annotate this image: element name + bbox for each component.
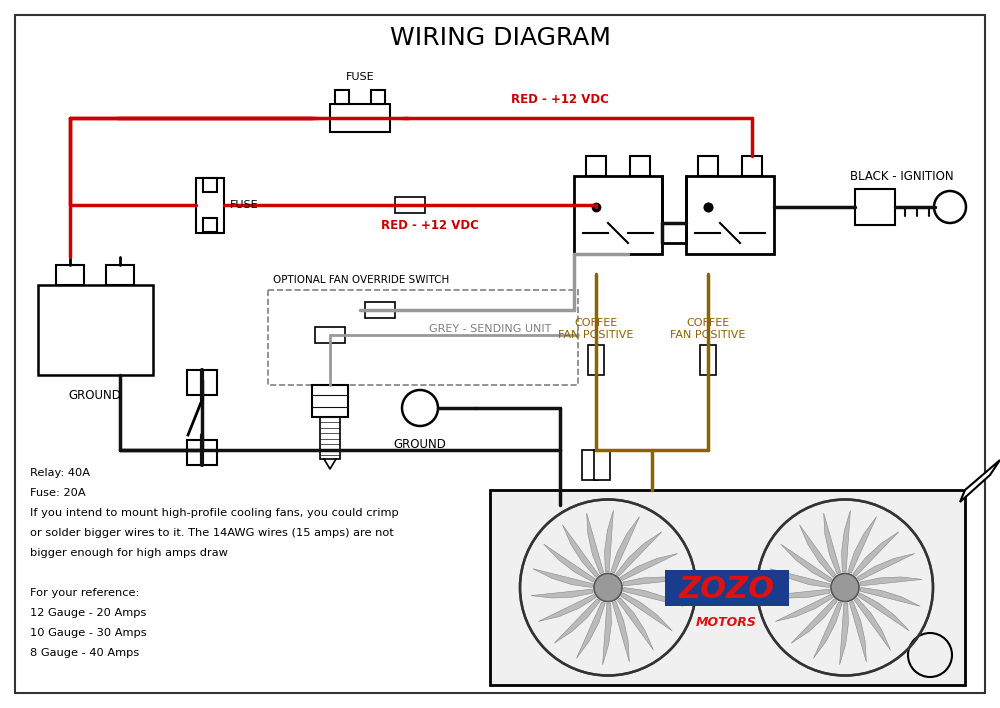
Text: 12 Gauge - 20 Amps: 12 Gauge - 20 Amps bbox=[30, 608, 146, 618]
Polygon shape bbox=[770, 569, 830, 588]
Polygon shape bbox=[840, 603, 848, 665]
Text: GROUND: GROUND bbox=[69, 389, 121, 402]
Polygon shape bbox=[562, 525, 599, 577]
Text: bigger enough for high amps draw: bigger enough for high amps draw bbox=[30, 548, 228, 558]
Polygon shape bbox=[587, 513, 604, 573]
Text: GREY - SENDING UNIT: GREY - SENDING UNIT bbox=[429, 324, 551, 334]
Polygon shape bbox=[860, 577, 922, 586]
Bar bbox=[196, 178, 224, 232]
Bar bbox=[594, 450, 610, 480]
Bar bbox=[586, 156, 606, 176]
Polygon shape bbox=[554, 599, 600, 643]
Bar bbox=[268, 290, 578, 385]
Bar bbox=[203, 218, 217, 232]
Bar bbox=[582, 450, 598, 480]
Bar bbox=[106, 265, 134, 285]
Text: GROUND: GROUND bbox=[394, 438, 446, 451]
Bar bbox=[312, 385, 348, 417]
Bar bbox=[574, 176, 662, 254]
Polygon shape bbox=[623, 577, 685, 586]
Bar bbox=[855, 189, 895, 225]
Bar bbox=[335, 90, 349, 104]
Polygon shape bbox=[814, 602, 842, 658]
Bar bbox=[664, 569, 788, 605]
Text: or solder bigger wires to it. The 14AWG wires (15 amps) are not: or solder bigger wires to it. The 14AWG … bbox=[30, 528, 394, 538]
Bar bbox=[371, 90, 385, 104]
Text: 10 Gauge - 30 Amps: 10 Gauge - 30 Amps bbox=[30, 628, 147, 638]
Polygon shape bbox=[824, 513, 841, 573]
Polygon shape bbox=[531, 589, 593, 598]
Bar bbox=[490, 490, 965, 685]
Polygon shape bbox=[857, 554, 915, 581]
Polygon shape bbox=[799, 525, 836, 577]
Bar bbox=[315, 327, 345, 343]
Bar bbox=[395, 197, 425, 213]
Polygon shape bbox=[617, 598, 654, 650]
Text: ZOZO: ZOZO bbox=[678, 575, 774, 604]
Bar bbox=[698, 156, 718, 176]
Polygon shape bbox=[538, 595, 596, 622]
Polygon shape bbox=[860, 588, 920, 606]
Polygon shape bbox=[781, 544, 832, 582]
Text: OPTIONAL FAN OVERRIDE SWITCH: OPTIONAL FAN OVERRIDE SWITCH bbox=[273, 275, 449, 285]
Bar bbox=[686, 176, 774, 254]
Polygon shape bbox=[853, 532, 899, 576]
Polygon shape bbox=[611, 517, 639, 573]
Circle shape bbox=[831, 573, 859, 602]
Text: Relay: 40A: Relay: 40A bbox=[30, 468, 90, 478]
Polygon shape bbox=[612, 601, 629, 662]
Polygon shape bbox=[858, 593, 909, 631]
Text: RED - +12 VDC: RED - +12 VDC bbox=[381, 219, 479, 232]
Circle shape bbox=[594, 573, 622, 602]
Bar bbox=[56, 265, 84, 285]
Bar bbox=[320, 417, 340, 459]
Polygon shape bbox=[621, 593, 672, 631]
Polygon shape bbox=[849, 601, 866, 662]
Polygon shape bbox=[620, 554, 678, 581]
Polygon shape bbox=[605, 510, 613, 572]
Text: WIRING DIAGRAM: WIRING DIAGRAM bbox=[390, 26, 610, 50]
Polygon shape bbox=[603, 603, 611, 665]
Text: RED - +12 VDC: RED - +12 VDC bbox=[511, 93, 609, 106]
Bar bbox=[38, 285, 152, 375]
Polygon shape bbox=[775, 595, 833, 622]
Text: BLACK - IGNITION: BLACK - IGNITION bbox=[850, 170, 954, 183]
Text: For your reference:: For your reference: bbox=[30, 588, 139, 598]
Bar bbox=[588, 345, 604, 375]
Polygon shape bbox=[544, 544, 595, 582]
Polygon shape bbox=[768, 589, 830, 598]
Bar bbox=[630, 156, 650, 176]
Bar bbox=[187, 440, 217, 465]
Bar bbox=[742, 156, 762, 176]
Bar bbox=[330, 104, 390, 132]
Polygon shape bbox=[791, 599, 837, 643]
Polygon shape bbox=[577, 602, 605, 658]
Polygon shape bbox=[533, 569, 593, 588]
Text: COFFEE
FAN POSITIVE: COFFEE FAN POSITIVE bbox=[670, 318, 746, 340]
Bar bbox=[365, 302, 395, 318]
Bar bbox=[203, 178, 217, 192]
Text: If you intend to mount high-profile cooling fans, you could crimp: If you intend to mount high-profile cool… bbox=[30, 508, 399, 518]
Text: Fuse: 20A: Fuse: 20A bbox=[30, 488, 86, 498]
Polygon shape bbox=[960, 460, 1000, 502]
Text: FUSE: FUSE bbox=[230, 200, 259, 210]
Polygon shape bbox=[848, 517, 876, 573]
Polygon shape bbox=[623, 588, 683, 606]
Bar bbox=[187, 370, 217, 395]
Text: 8 Gauge - 40 Amps: 8 Gauge - 40 Amps bbox=[30, 648, 139, 658]
Polygon shape bbox=[854, 598, 891, 650]
Polygon shape bbox=[842, 510, 850, 572]
Polygon shape bbox=[616, 532, 662, 576]
Text: FUSE: FUSE bbox=[346, 72, 374, 82]
Bar bbox=[700, 345, 716, 375]
Text: COFFEE
FAN POSITIVE: COFFEE FAN POSITIVE bbox=[558, 318, 634, 340]
Text: MOTORS: MOTORS bbox=[696, 615, 757, 629]
